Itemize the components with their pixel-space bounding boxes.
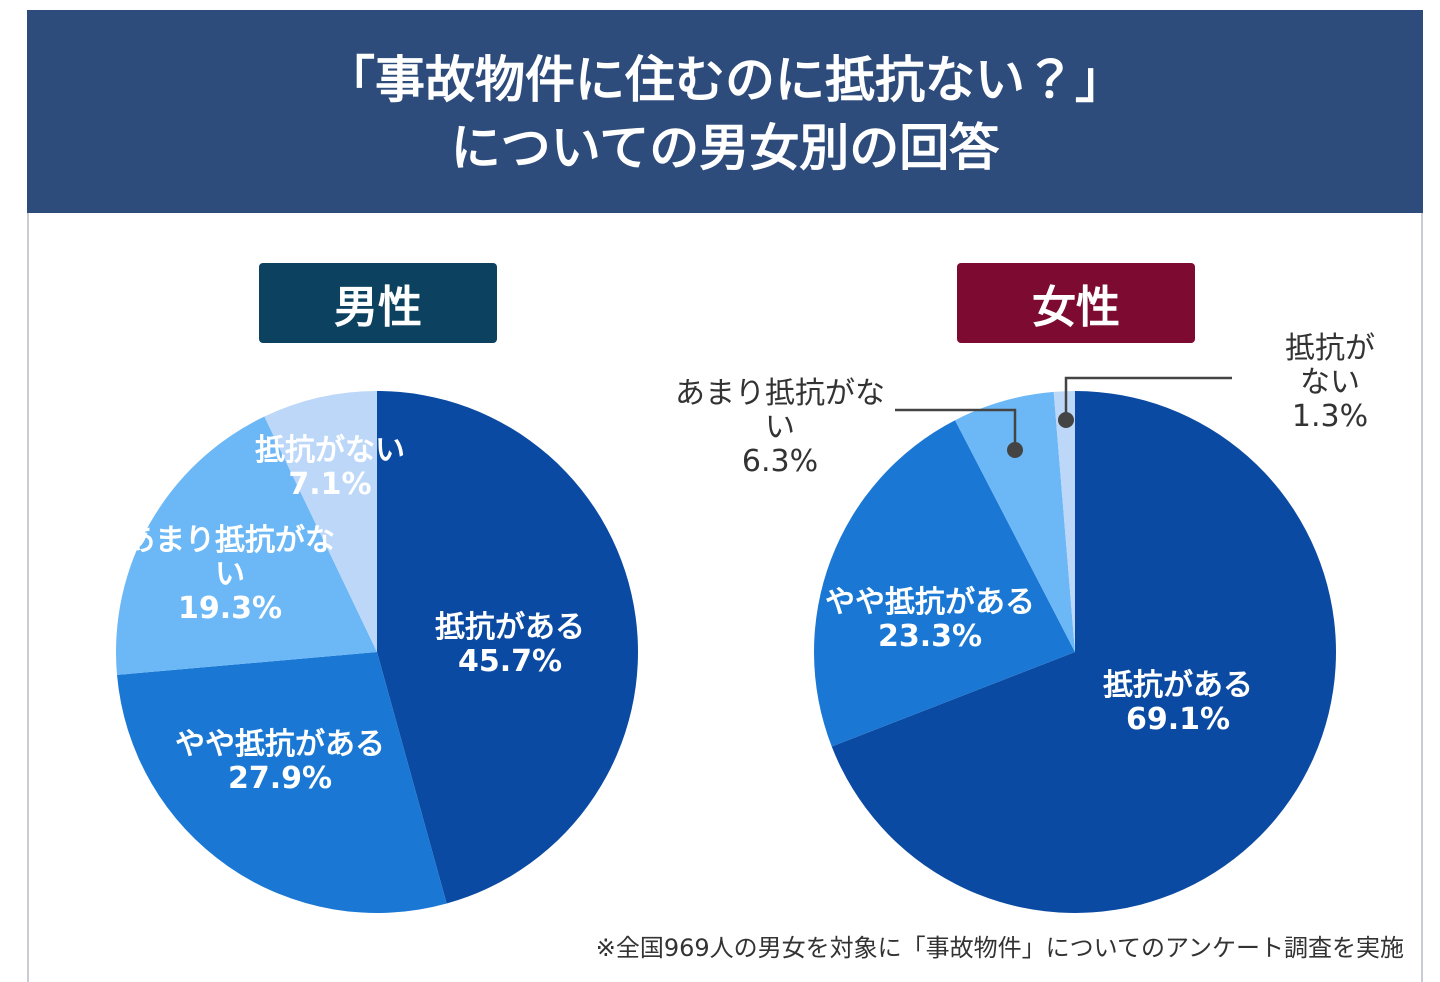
category-label: 抵抗がある xyxy=(435,610,585,645)
leader-dot xyxy=(1058,412,1074,428)
category-label: やや抵抗がある xyxy=(825,585,1035,620)
value-label: 19.3% xyxy=(177,591,283,626)
footnote: ※全国969人の男女を対象に「事故物件」についてのアンケート調査を実施 xyxy=(595,934,1404,962)
slice-label: あまり抵抗がない 19.3% xyxy=(115,524,345,626)
title-line: についての男女別の回答 xyxy=(450,119,1000,177)
slice-label: あまり抵抗がない 6.3% xyxy=(670,377,890,479)
pie-slice xyxy=(813,420,1075,747)
leader-line xyxy=(895,408,1017,450)
group-title: 男性 xyxy=(259,263,497,343)
category-label: 抵抗がある xyxy=(1103,668,1253,703)
pie-slice xyxy=(117,652,447,913)
value-label: 7.1% xyxy=(288,467,372,502)
category-label: 抵抗がない xyxy=(1285,331,1375,400)
value-label: 45.7% xyxy=(457,644,563,679)
pie-slice xyxy=(264,391,377,652)
pie-slice xyxy=(955,391,1075,652)
value-label: 69.1% xyxy=(1125,702,1231,737)
header: 「事故物件に住むのに抵抗ない？」 についての男女別の回答 xyxy=(27,10,1423,213)
frame xyxy=(27,10,1423,982)
leader-dot xyxy=(1007,442,1023,458)
slice-label: やや抵抗がある 23.3% xyxy=(825,586,1035,654)
category-label: 抵抗がない xyxy=(255,433,405,468)
pie-slice xyxy=(831,391,1336,913)
category-label: やや抵抗がある xyxy=(175,727,385,762)
category-label: あまり抵抗がない xyxy=(675,376,885,445)
pie-slice xyxy=(116,416,377,675)
slice-label: 抵抗がない 1.3% xyxy=(1275,332,1385,434)
slice-label: 抵抗がない 7.1% xyxy=(255,434,405,502)
title-line: 「事故物件に住むのに抵抗ない？」 xyxy=(325,51,1125,109)
slice-label: やや抵抗がある 27.9% xyxy=(175,728,385,796)
value-label: 6.3% xyxy=(741,444,819,479)
slice-label: 抵抗がある 69.1% xyxy=(1103,669,1253,737)
value-label: 1.3% xyxy=(1291,399,1369,434)
value-label: 23.3% xyxy=(877,619,983,654)
group-title: 女性 xyxy=(957,263,1195,343)
leader-line xyxy=(1064,376,1232,420)
category-label: あまり抵抗がない xyxy=(125,523,335,592)
slice-label: 抵抗がある 45.7% xyxy=(435,611,585,679)
pie-slice xyxy=(1053,391,1075,652)
pie-slice xyxy=(377,391,638,904)
value-label: 27.9% xyxy=(227,761,333,796)
